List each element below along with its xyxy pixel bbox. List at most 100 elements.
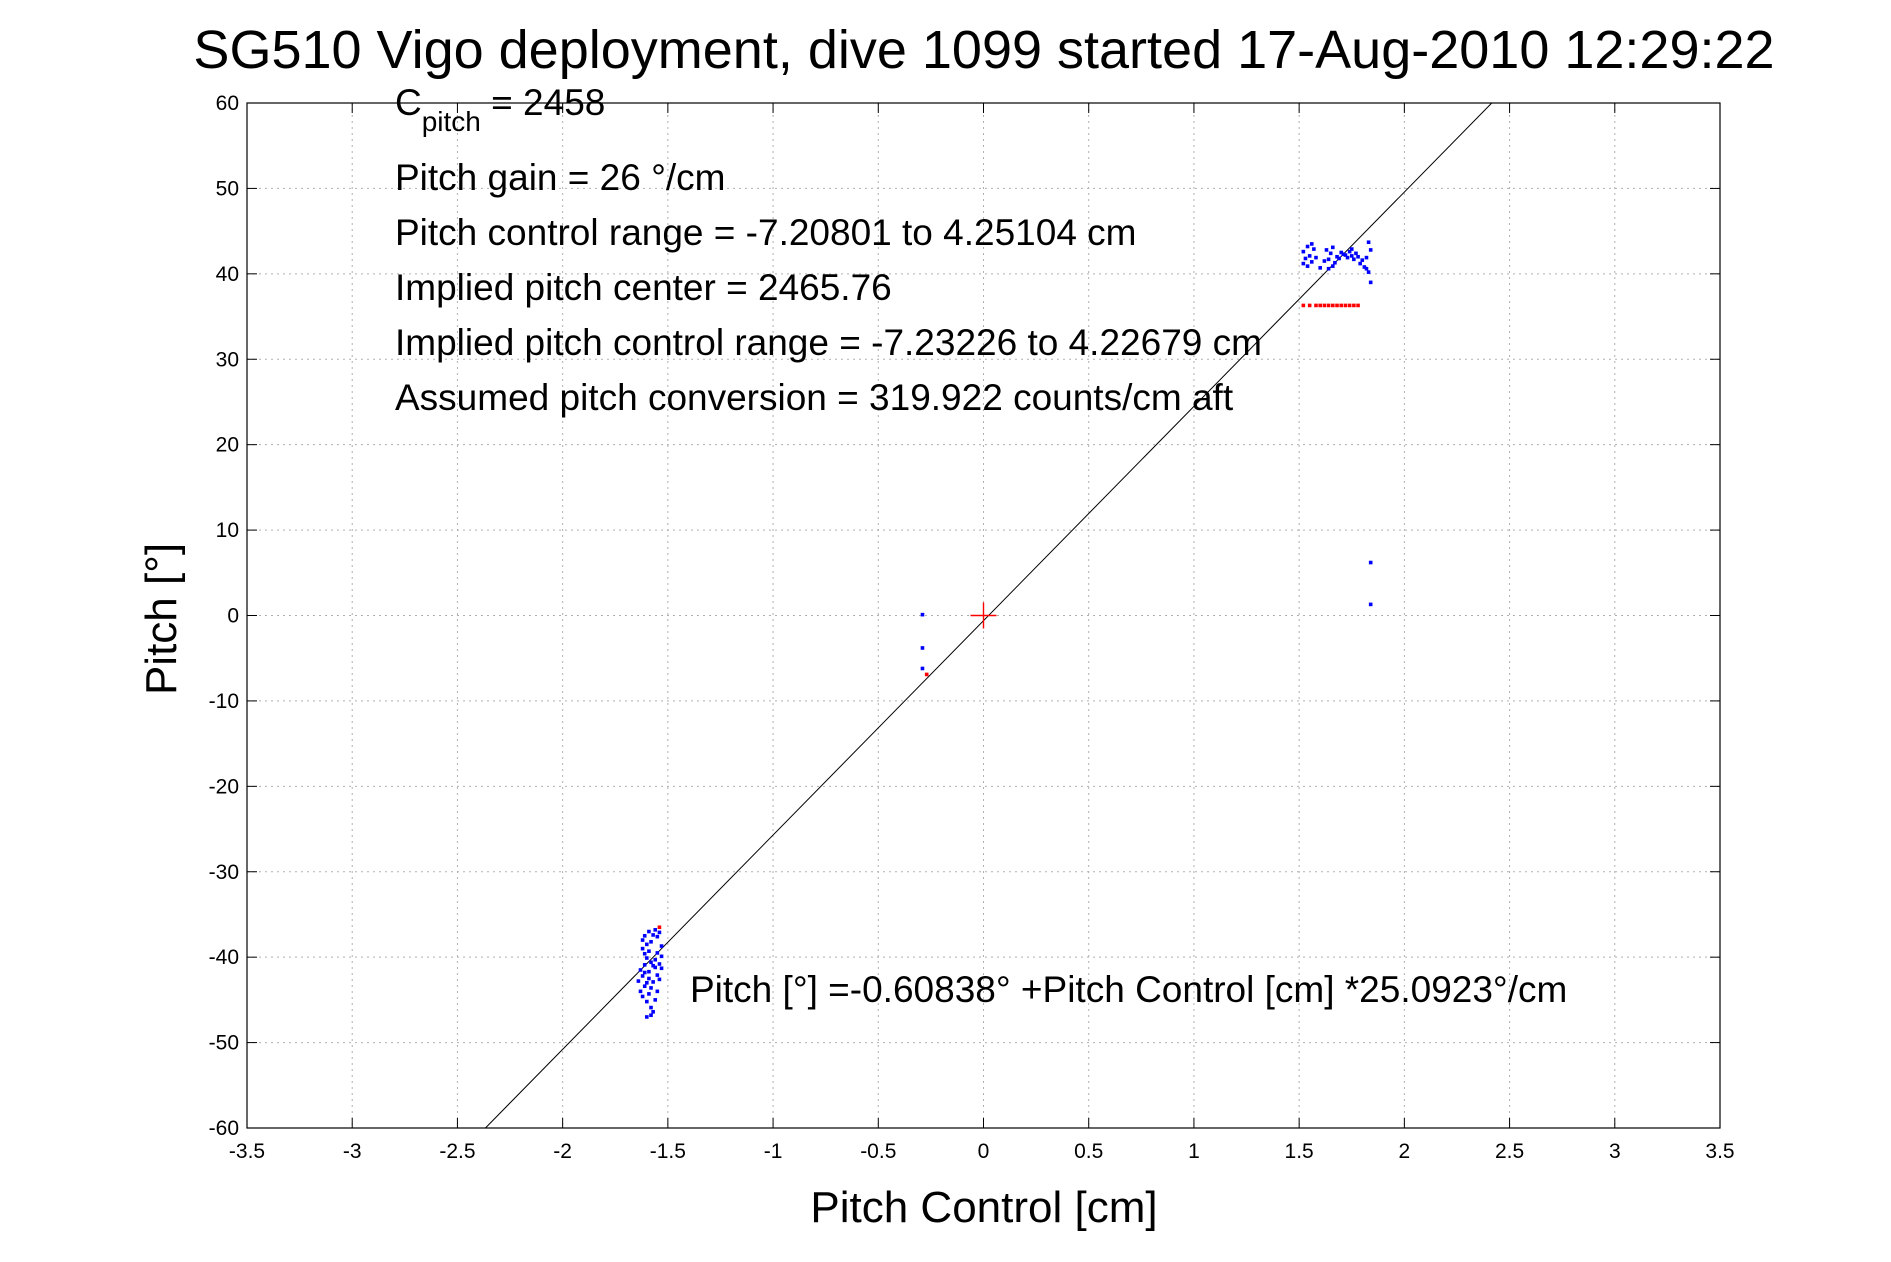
data-point-blue (655, 934, 660, 939)
data-point-blue (642, 963, 647, 967)
data-point-blue (1354, 251, 1358, 256)
data-point-blue (638, 989, 643, 994)
x-tick-label: -1.5 (650, 1140, 686, 1163)
x-tick-label: 1 (1188, 1140, 1200, 1163)
data-point-blue (651, 933, 655, 937)
data-point-blue (1366, 270, 1371, 274)
data-point-blue (920, 666, 925, 671)
data-point-blue (1364, 266, 1369, 271)
data-point-blue (1326, 266, 1331, 271)
data-point-blue (638, 968, 643, 972)
data-point-blue (640, 938, 645, 942)
data-point-blue (649, 1013, 653, 1018)
y-tick-labels: 60 50 40 30 20 10 0 -10 -20 -30 -40 -50 -60 (209, 92, 239, 1140)
data-point-blue (642, 984, 647, 989)
x-tick-label: -3 (343, 1140, 362, 1163)
data-point-blue (653, 965, 658, 970)
data-point-blue (1318, 266, 1322, 270)
data-point-blue (642, 970, 647, 975)
fit-equation-annotation: Pitch [°] =-0.60838° +Pitch Control [cm]… (690, 969, 1567, 1010)
data-point-blue (1341, 252, 1346, 256)
data-point-blue (659, 954, 664, 959)
x-tick-label: -0.5 (860, 1140, 896, 1163)
data-point-blue (1368, 602, 1373, 607)
data-point-blue (640, 946, 645, 951)
data-point-blue (647, 992, 651, 996)
y-tick-label: 20 (216, 434, 239, 457)
x-tick-label: 2 (1399, 1140, 1411, 1163)
data-point-blue (1364, 255, 1369, 260)
data-point-blue (920, 612, 925, 617)
data-point-blue (1303, 256, 1308, 261)
implied-center-annotation: Implied pitch center = 2465.76 (395, 267, 892, 308)
annotation-block: Cpitch = 2458 Pitch gain = 26 °/cm Pitch… (395, 82, 1567, 1010)
data-point-blue (1301, 261, 1306, 266)
data-point-blue (651, 963, 655, 968)
data-point-blue (651, 1010, 655, 1014)
data-point-blue (1358, 261, 1362, 266)
y-tick-label: -10 (209, 690, 239, 713)
data-point-red (1307, 303, 1312, 308)
c-pitch-base: C (395, 82, 422, 123)
data-point-blue (640, 994, 645, 999)
data-point-blue (1360, 258, 1365, 262)
x-tick-label: 3.5 (1705, 1140, 1734, 1163)
data-point-red (1331, 303, 1335, 308)
data-point-red (1322, 303, 1327, 308)
data-point-blue (1349, 247, 1354, 251)
data-point-blue (1307, 254, 1312, 258)
x-tick-label: 0.5 (1074, 1140, 1103, 1163)
data-point-blue (1305, 244, 1310, 249)
data-point-blue (1314, 255, 1318, 260)
data-point-blue (645, 956, 649, 960)
data-point-red (1335, 303, 1339, 308)
data-point-blue (1345, 255, 1350, 260)
tick-marks (246, 102, 1721, 1129)
data-point-blue (1368, 248, 1373, 252)
x-tick-label: -3.5 (229, 1140, 265, 1163)
data-point-blue (642, 951, 647, 956)
data-point-blue (657, 977, 662, 982)
x-tick-label: 0 (978, 1140, 990, 1163)
c-pitch-value: = 2458 (481, 82, 605, 123)
data-point-blue (1331, 245, 1335, 250)
y-tick-label: 10 (216, 519, 239, 542)
data-point-blue (657, 962, 662, 966)
data-point-red (1352, 303, 1356, 308)
y-tick-label: 30 (216, 348, 239, 371)
data-point-blue (1331, 264, 1335, 268)
data-point-blue (649, 986, 653, 990)
data-point-red (1314, 303, 1318, 308)
data-point-blue (645, 999, 649, 1004)
data-point-blue (649, 960, 653, 965)
data-point-blue (657, 930, 662, 935)
data-point-blue (1309, 260, 1314, 264)
y-tick-label: 50 (216, 177, 239, 200)
x-axis-label: Pitch Control [cm] (810, 1183, 1157, 1232)
data-point-blue (1309, 242, 1314, 246)
data-point-blue (1362, 265, 1367, 269)
data-point-blue (651, 980, 655, 984)
x-tick-label: 3 (1609, 1140, 1621, 1163)
center-marker-group (970, 602, 997, 629)
data-point-blue (659, 966, 664, 971)
data-point-red (1326, 303, 1331, 308)
y-tick-label: -40 (209, 946, 239, 969)
data-point-blue (1347, 249, 1352, 254)
control-range-annotation: Pitch control range = -7.20801 to 4.2510… (395, 212, 1137, 253)
data-point-blue (653, 928, 658, 932)
data-point-blue (1368, 560, 1373, 565)
data-point-red (657, 925, 662, 930)
y-tick-label: -50 (209, 1032, 239, 1055)
data-point-red (1343, 303, 1348, 308)
y-tick-label: -20 (209, 775, 239, 798)
data-point-red (1347, 303, 1352, 308)
data-point-blue (653, 998, 658, 1002)
data-point-blue (647, 969, 651, 974)
data-point-blue (642, 934, 647, 938)
data-point-blue (649, 1005, 653, 1010)
data-point-red (1339, 303, 1344, 308)
chart-title: SG510 Vigo deployment, dive 1099 started… (193, 20, 1774, 80)
data-point-blue (647, 929, 651, 934)
